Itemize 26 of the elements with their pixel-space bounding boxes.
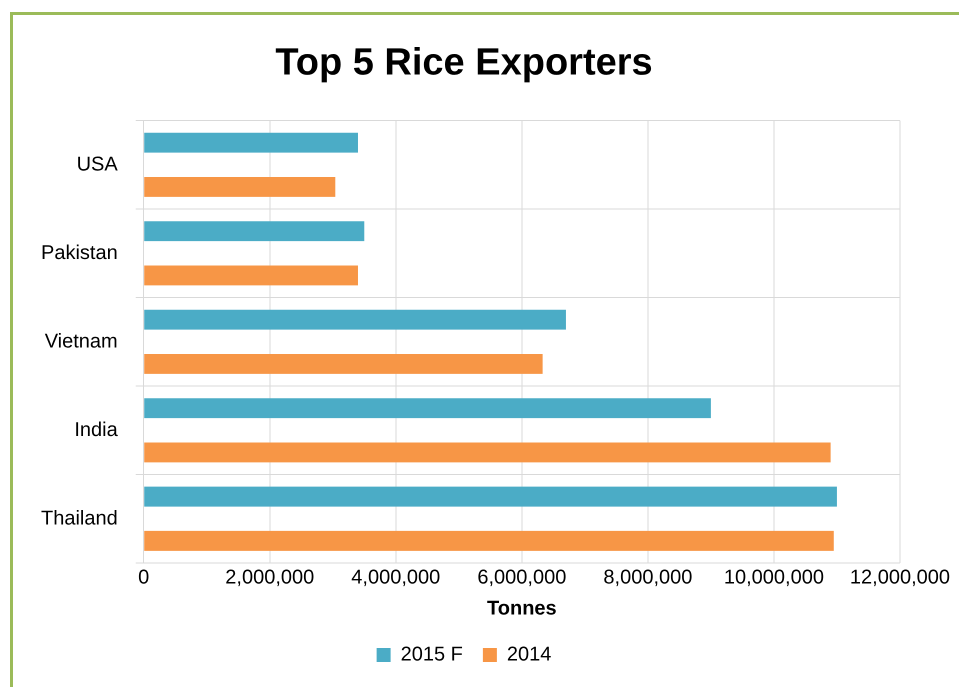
x-tick-label: 2,000,000 xyxy=(225,566,314,589)
x-tick-label: 6,000,000 xyxy=(477,566,566,589)
chart-title: Top 5 Rice Exporters xyxy=(275,41,653,84)
bar xyxy=(144,177,336,197)
bar xyxy=(144,310,566,330)
y-tick-label: Vietnam xyxy=(44,330,118,352)
bar xyxy=(144,486,837,507)
legend-label: 2014 xyxy=(506,644,552,666)
x-tick-label: 10,000,000 xyxy=(724,566,824,589)
x-tick-label: 4,000,000 xyxy=(351,566,440,589)
bar xyxy=(144,221,364,242)
y-tick-label: Thailand xyxy=(41,507,118,530)
y-tick-label: USA xyxy=(76,153,118,176)
x-tick-label: 0 xyxy=(138,566,150,589)
bar xyxy=(144,398,711,418)
legend-label: 2015 F xyxy=(400,644,463,666)
x-tick-label: 12,000,000 xyxy=(850,566,950,589)
bar xyxy=(144,265,358,286)
bar xyxy=(144,442,831,462)
bar xyxy=(144,132,358,153)
bar xyxy=(144,530,834,551)
x-tick-label: 8,000,000 xyxy=(603,566,692,589)
y-tick-label: Pakistan xyxy=(41,242,118,264)
x-axis-title: Tonnes xyxy=(487,598,557,620)
y-tick-label: India xyxy=(74,418,119,441)
bar xyxy=(144,354,543,374)
